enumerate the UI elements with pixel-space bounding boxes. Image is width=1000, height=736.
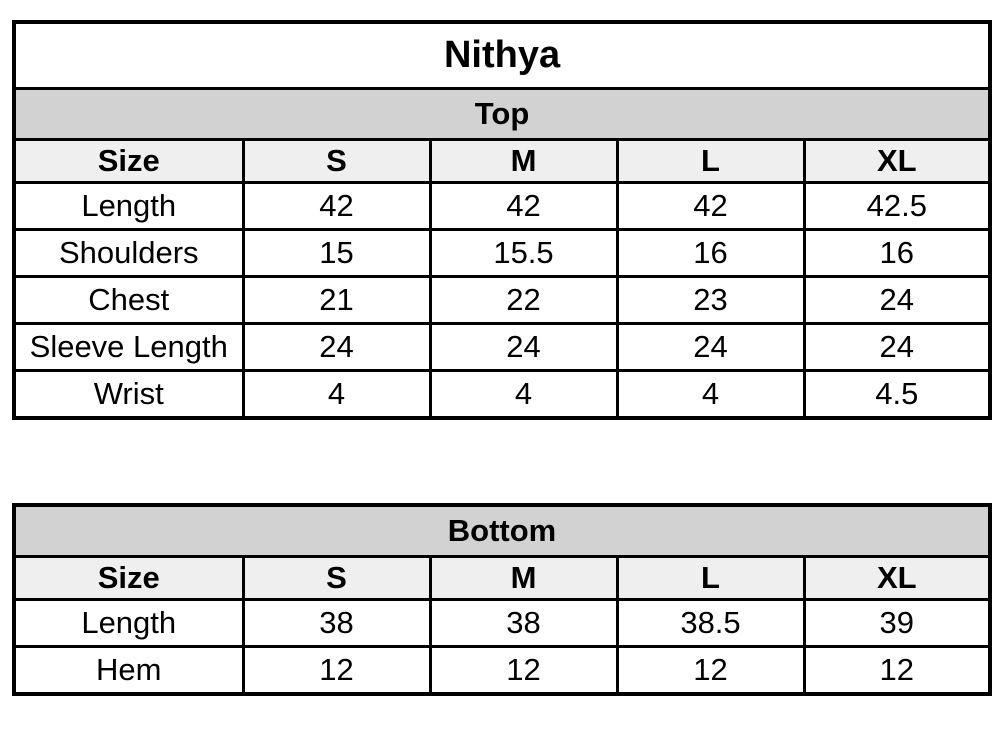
table-row: Chest 21 22 23 24 [12, 275, 992, 325]
size-value-cell: 4 [241, 369, 432, 420]
size-value-cell: 39 [802, 598, 992, 648]
size-value-cell: 4 [615, 369, 806, 420]
measurement-label-cell: Sleeve Length [12, 322, 245, 372]
size-value-cell: 12 [802, 645, 992, 696]
column-header-xl: XL [802, 138, 992, 184]
size-value-cell: 38 [428, 598, 619, 648]
size-value-cell: 42.5 [802, 181, 992, 231]
size-value-cell: 42 [615, 181, 806, 231]
section-row: Bottom [12, 503, 992, 558]
table-row: Hem 12 12 12 12 [12, 645, 992, 696]
size-value-cell: 23 [615, 275, 806, 325]
top-size-table: Nithya Top Size S M L XL Length 42 42 42… [12, 20, 993, 420]
size-value-cell: 38.5 [615, 598, 806, 648]
size-value-cell: 21 [241, 275, 432, 325]
chart-title: Nithya [12, 20, 992, 90]
table-row: Shoulders 15 15.5 16 16 [12, 228, 992, 278]
size-value-cell: 4 [428, 369, 619, 420]
size-value-cell: 15 [241, 228, 432, 278]
size-value-cell: 24 [802, 275, 992, 325]
measurement-label-cell: Hem [12, 645, 245, 696]
size-value-cell: 12 [241, 645, 432, 696]
column-header-row: Size S M L XL [12, 555, 992, 601]
column-header-size: Size [12, 555, 245, 601]
size-value-cell: 24 [428, 322, 619, 372]
size-value-cell: 24 [802, 322, 992, 372]
size-value-cell: 12 [428, 645, 619, 696]
table-row: Sleeve Length 24 24 24 24 [12, 322, 992, 372]
table-row: Length 42 42 42 42.5 [12, 181, 992, 231]
column-header-l: L [615, 555, 806, 601]
column-header-l: L [615, 138, 806, 184]
bottom-size-table: Bottom Size S M L XL Length 38 38 38.5 3… [12, 503, 993, 696]
column-header-size: Size [12, 138, 245, 184]
measurement-label-cell: Wrist [12, 369, 245, 420]
size-value-cell: 42 [241, 181, 432, 231]
table-row: Length 38 38 38.5 39 [12, 598, 992, 648]
size-value-cell: 38 [241, 598, 432, 648]
section-header-bottom: Bottom [12, 503, 992, 558]
measurement-label-cell: Length [12, 181, 245, 231]
column-header-s: S [241, 138, 432, 184]
size-value-cell: 24 [241, 322, 432, 372]
size-value-cell: 22 [428, 275, 619, 325]
size-value-cell: 16 [615, 228, 806, 278]
measurement-label-cell: Length [12, 598, 245, 648]
size-value-cell: 24 [615, 322, 806, 372]
table-row: Wrist 4 4 4 4.5 [12, 369, 992, 420]
section-header-top: Top [12, 87, 992, 141]
column-header-row: Size S M L XL [12, 138, 992, 184]
measurement-label-cell: Shoulders [12, 228, 245, 278]
section-row: Top [12, 87, 992, 141]
title-row: Nithya [12, 20, 992, 90]
size-value-cell: 42 [428, 181, 619, 231]
size-value-cell: 4.5 [802, 369, 992, 420]
size-value-cell: 12 [615, 645, 806, 696]
column-header-xl: XL [802, 555, 992, 601]
column-header-m: M [428, 138, 619, 184]
column-header-s: S [241, 555, 432, 601]
measurement-label-cell: Chest [12, 275, 245, 325]
column-header-m: M [428, 555, 619, 601]
size-value-cell: 16 [802, 228, 992, 278]
size-value-cell: 15.5 [428, 228, 619, 278]
